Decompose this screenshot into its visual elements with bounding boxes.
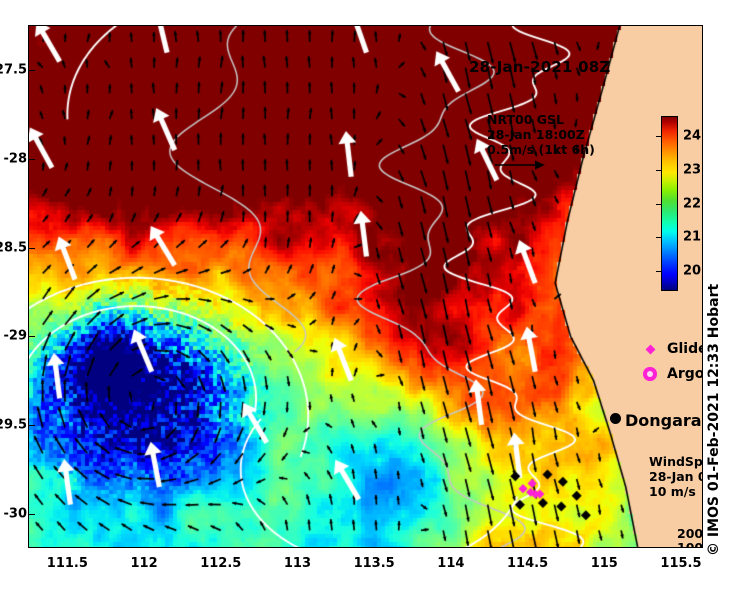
argo-circle-icon	[643, 367, 657, 381]
current-legend-scale: 0.5m/s (1kt 6h)	[487, 142, 595, 157]
y-axis-tick	[29, 336, 35, 338]
x-axis-tick-label: 113	[283, 556, 312, 571]
x-axis-tick-label: 112.5	[200, 556, 242, 571]
credit-text: © IMOS 01-Feb-2021 12:33 Hobart	[706, 283, 722, 556]
x-axis-tick-label: 114.5	[507, 556, 549, 571]
depth-contour-1000m-label: 1000m	[677, 540, 703, 548]
wind-legend-label: WindSpeed	[649, 454, 703, 469]
colorbar-tick	[656, 270, 661, 272]
colorbar-tick	[656, 136, 661, 138]
colorbar-tick	[656, 203, 661, 205]
map-overlay-layer	[29, 26, 702, 547]
wind-legend-time: 28-Jan 08:00Z	[649, 469, 702, 484]
y-axis-tick	[29, 247, 35, 249]
x-axis-tick-label: 115	[590, 556, 618, 571]
x-axis-tick-label: 113.5	[353, 556, 395, 571]
y-axis-tick-label: -29.5	[0, 417, 27, 433]
y-axis-tick	[29, 70, 35, 72]
current-scale-arrow-icon	[495, 160, 545, 170]
legend-label-glider: Glider	[667, 341, 702, 357]
dongara-label: Dongara	[625, 411, 702, 430]
dongara-marker-dot	[610, 413, 621, 424]
legend-label-argo: Argo	[667, 366, 703, 382]
colorbar-tick-label: 23	[683, 162, 702, 178]
depth-contour-legend: 200m 1000m	[677, 526, 703, 548]
colorbar-tick-label: 24	[683, 128, 702, 144]
x-axis-tick-label: 115.5	[660, 556, 702, 571]
colorbar-tick	[656, 237, 661, 239]
colorbar-tick-label: 22	[683, 196, 702, 211]
current-legend-source: NRT00 GSL	[487, 112, 565, 127]
y-axis-tick-label: -28	[3, 151, 28, 167]
wind-legend-scale: 10 m/s	[649, 484, 696, 499]
colorbar-tick-label: 21	[683, 229, 702, 245]
x-axis-tick-label: 111.5	[46, 556, 88, 571]
y-axis-tick	[29, 424, 35, 426]
y-axis-tick-label: -28.5	[0, 240, 27, 256]
y-axis-tick	[29, 513, 35, 515]
y-axis-tick-label: -29	[3, 328, 28, 344]
map-plot-area[interactable]: 28-Jan-2021 08Z NRT00 GSL 28-Jan 18:00Z …	[28, 25, 703, 548]
y-axis-tick-label: -27.5	[0, 62, 27, 78]
colorbar-tick-label: 20	[683, 263, 702, 279]
y-axis-tick	[29, 158, 35, 160]
map-date-title: 28-Jan-2021 08Z	[469, 58, 611, 76]
x-axis-tick-label: 114	[437, 556, 465, 571]
current-legend: NRT00 GSL 28-Jan 18:00Z 0.5m/s (1kt 6h)	[487, 112, 595, 170]
current-legend-time: 28-Jan 18:00Z	[487, 127, 585, 142]
depth-contour-200m-label: 200m	[677, 526, 703, 541]
colorbar-gradient	[661, 116, 678, 291]
y-axis-tick-label: -30	[3, 506, 28, 522]
colorbar-tick	[656, 169, 661, 171]
wind-legend: WindSpeed 28-Jan 08:00Z 10 m/s	[649, 454, 703, 500]
x-axis-tick-label: 112	[130, 556, 158, 571]
